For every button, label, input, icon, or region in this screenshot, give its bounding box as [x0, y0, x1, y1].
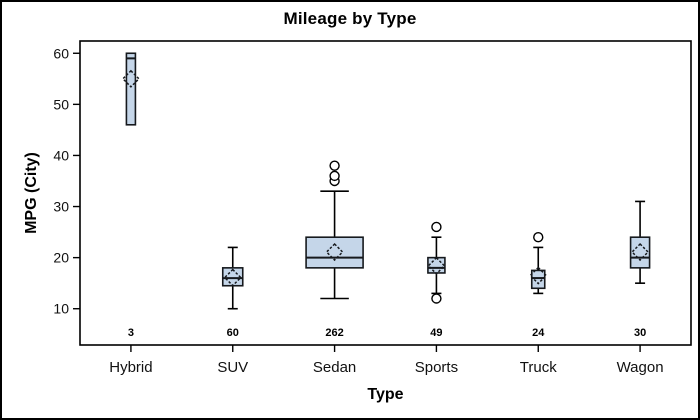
x-tick-label-sports: Sports	[415, 359, 458, 376]
box-wagon	[629, 236, 651, 269]
y-tick-label: 50	[53, 96, 69, 112]
plot-frame	[79, 40, 692, 346]
mean-diamond-hybrid	[121, 69, 140, 88]
count-label-truck: 24	[532, 327, 545, 339]
mean-diamond-sedan	[325, 242, 344, 262]
x-tick-label-hybrid: Hybrid	[109, 359, 152, 376]
outlier-truck	[533, 231, 544, 243]
x-tick-label-truck: Truck	[520, 359, 557, 376]
y-axis-label: MPG (City)	[23, 152, 40, 234]
y-tick-label: 40	[53, 147, 69, 163]
x-tick-label-sedan: Sedan	[313, 359, 356, 376]
mean-diamond-suv	[223, 268, 242, 287]
mean-diamond-truck	[529, 266, 548, 285]
box-hybrid	[125, 52, 137, 126]
y-tick-label: 10	[53, 301, 69, 317]
x-tick-label-suv: SUV	[217, 359, 248, 376]
chart-title: Mileage by Type	[283, 9, 417, 28]
y-tick-label: 20	[53, 250, 69, 266]
x-axis-label: Type	[367, 386, 404, 403]
outlier-sedan	[329, 170, 340, 182]
box-truck	[530, 269, 546, 290]
outlier-sedan	[329, 160, 340, 171]
y-tick-label: 30	[53, 199, 69, 215]
mean-diamond-wagon	[631, 242, 650, 262]
count-label-suv: 60	[227, 327, 239, 339]
box-sports	[427, 256, 446, 274]
count-label-sports: 49	[430, 327, 442, 339]
count-label-hybrid: 3	[128, 327, 134, 339]
x-tick-label-wagon: Wagon	[617, 359, 664, 376]
outlier-sports	[431, 293, 442, 304]
count-label-sedan: 262	[325, 327, 343, 339]
count-label-wagon: 30	[634, 327, 646, 339]
box-sedan	[305, 236, 364, 269]
y-tick-label: 60	[53, 45, 69, 61]
outlier-sports	[431, 221, 442, 233]
mean-diamond-sports	[427, 256, 446, 275]
